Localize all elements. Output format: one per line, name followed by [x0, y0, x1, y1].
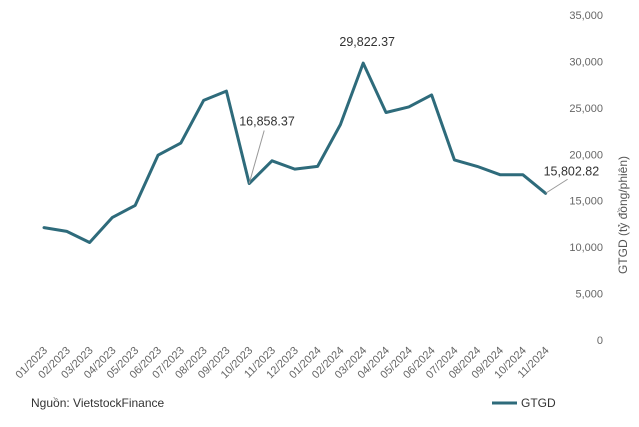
y-axis-ticks: 0 5,000 10,000 15,000 20,000 25,000 30,000 35,0…: [569, 10, 603, 347]
data-label: 29,822.37: [339, 35, 395, 49]
data-label: 15,802.82: [544, 164, 600, 178]
annotation-leader-line: [545, 178, 568, 194]
y-tick-label: 10,000: [569, 242, 603, 254]
x-axis-ticks: 01/202302/202303/202304/202305/202306/20…: [14, 345, 552, 382]
y-axis-title: GTGD (tỷ đồng/phiên): [616, 156, 630, 274]
y-tick-label: 35,000: [569, 10, 603, 22]
series-layer: [42, 61, 548, 244]
annotations-layer: 16,858.37 29,822.37 15,802.82: [239, 35, 600, 194]
series-line-gtgd: [42, 61, 548, 244]
data-label: 16,858.37: [239, 114, 295, 128]
y-tick-label: 0: [597, 335, 603, 347]
legend: GTGD: [492, 396, 556, 410]
y-tick-label: 30,000: [569, 56, 603, 68]
y-tick-label: 25,000: [569, 103, 603, 115]
annotation-leader-line: [248, 130, 265, 184]
source-note: Nguồn: VietstockFinance: [31, 396, 165, 410]
y-tick-label: 20,000: [569, 149, 603, 161]
y-tick-label: 15,000: [569, 196, 603, 208]
y-tick-label: 5,000: [575, 289, 603, 301]
legend-label-gtgd: GTGD: [521, 396, 556, 410]
